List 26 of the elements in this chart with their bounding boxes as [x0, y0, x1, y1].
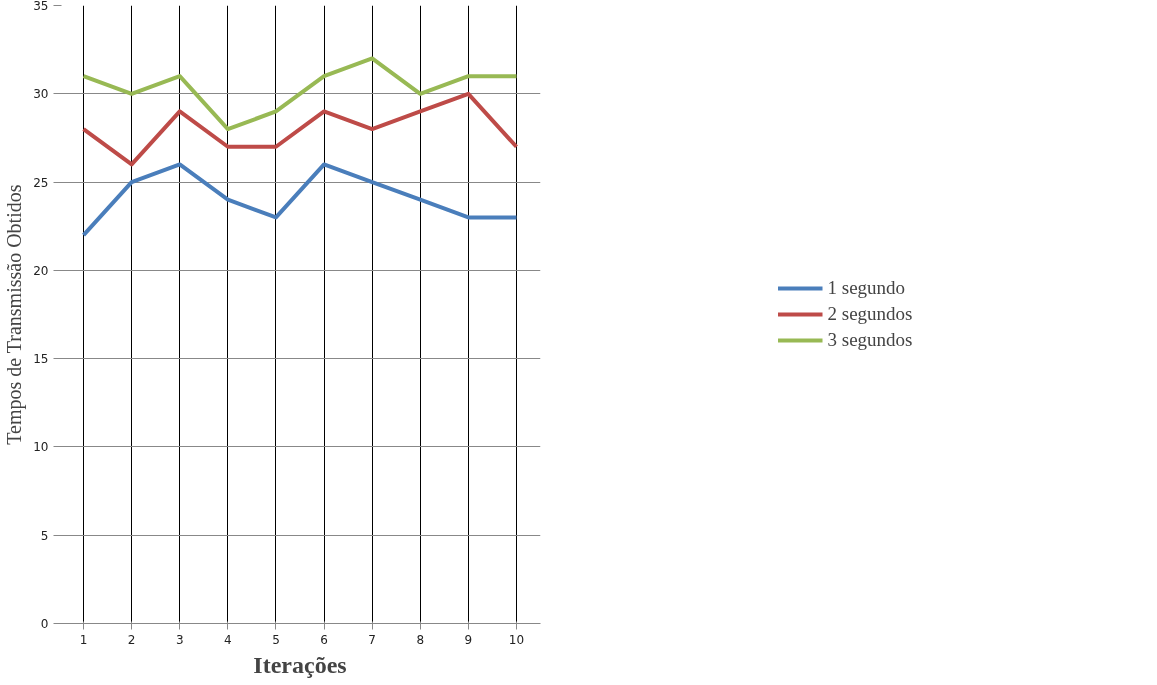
y-tick-label: 20 [33, 263, 49, 278]
y-tick-label: 35 [33, 0, 49, 13]
x-tick-label: 2 [127, 632, 136, 647]
y-tick-label: 5 [40, 528, 49, 543]
x-axis-title: Iterações [253, 651, 347, 678]
legend-label: 3 segundos [827, 329, 913, 351]
x-tick-label: 1 [79, 632, 88, 647]
x-tick-label: 5 [272, 632, 280, 647]
y-tick-label: 0 [40, 617, 49, 631]
line-series [81, 162, 519, 238]
legend-label: 1 segundo [827, 277, 906, 299]
x-tick-label: 9 [464, 632, 473, 647]
line-series [81, 91, 519, 167]
x-tick-label: 3 [175, 632, 184, 647]
x-tick-label: 4 [224, 632, 232, 647]
line-series [81, 56, 519, 132]
x-tick-label: 8 [416, 632, 425, 647]
y-axis-title: Tempos de Transmissão Obtidos [3, 184, 27, 445]
y-tick-label: 10 [33, 440, 49, 455]
y-tick-label: 25 [33, 175, 49, 190]
y-tick-label: 30 [33, 87, 49, 102]
x-tick-label: 7 [368, 632, 376, 647]
y-tick-label: 15 [33, 352, 49, 367]
x-tick-label: 10 [508, 632, 525, 647]
legend-label: 2 segundos [827, 303, 913, 325]
x-tick-label: 6 [320, 632, 328, 647]
